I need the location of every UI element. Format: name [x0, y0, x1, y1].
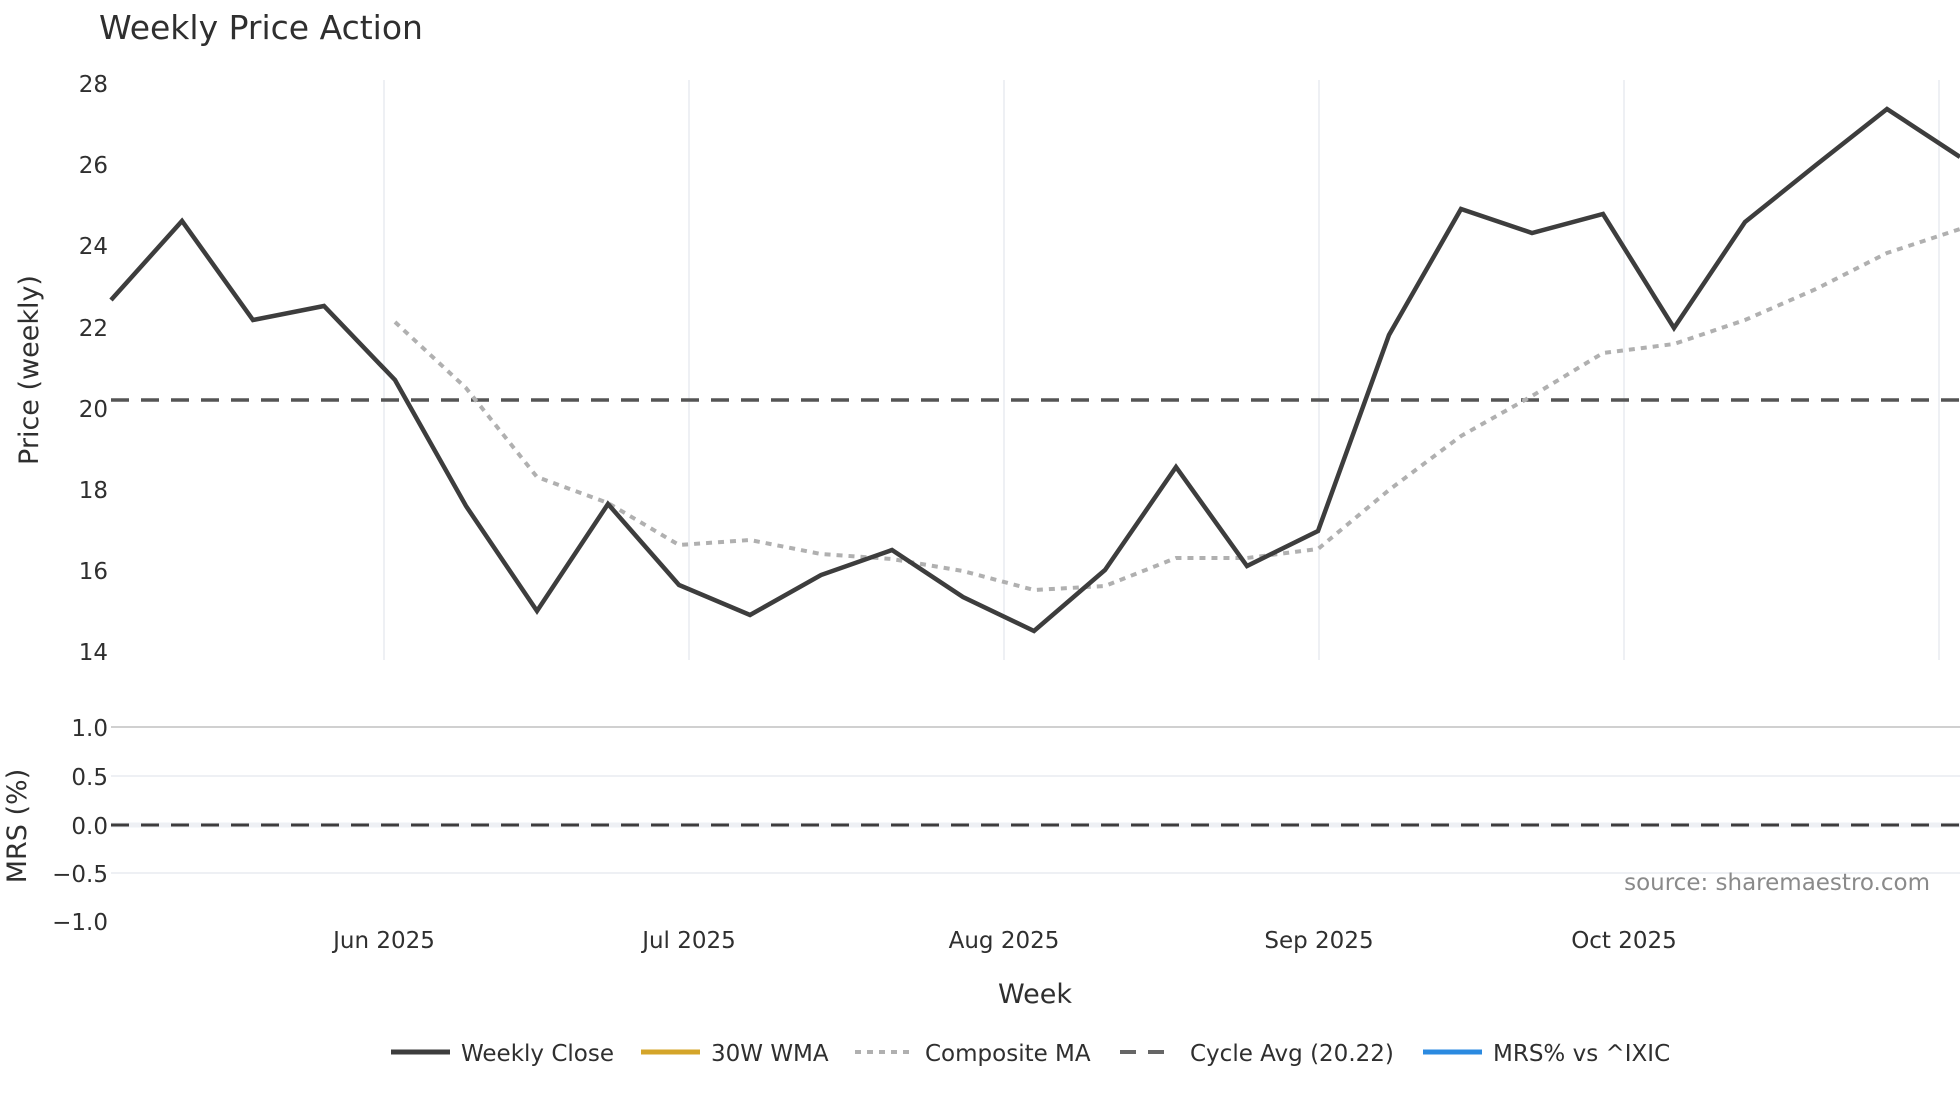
y-tick-18: 18: [79, 478, 108, 504]
mrs-tick-neg1.0: −1.0: [52, 910, 108, 936]
price-y-axis-title: Price (weekly): [14, 275, 45, 465]
legend-item-30w-wma[interactable]: 30W WMA: [641, 1041, 829, 1067]
price-y-ticks: 28 26 24 22 20 18 16 14: [79, 72, 108, 666]
legend: Weekly Close 30W WMA Composite MA Cycle …: [391, 1041, 1670, 1067]
y-tick-22: 22: [79, 316, 108, 342]
mrs-tick-1.0: 1.0: [71, 716, 108, 742]
mrs-y-ticks: 1.0 0.5 0.0 −0.5 −1.0: [52, 716, 108, 936]
composite-ma-line: [393, 227, 1960, 593]
legend-item-mrs[interactable]: MRS% vs ^IXIC: [1423, 1041, 1670, 1067]
source-annotation: source: sharemaestro.com: [1624, 870, 1930, 896]
chart-title: Weekly Price Action: [99, 8, 423, 47]
y-tick-26: 26: [79, 153, 108, 179]
price-vertical-gridlines: [383, 80, 1940, 660]
y-tick-16: 16: [79, 559, 108, 585]
x-tick-sep: Sep 2025: [1264, 928, 1373, 954]
mrs-tick-0.5: 0.5: [71, 765, 108, 791]
x-axis-title: Week: [998, 979, 1072, 1010]
legend-label: Weekly Close: [461, 1041, 614, 1067]
x-tick-jul: Jul 2025: [640, 928, 736, 954]
legend-label: 30W WMA: [711, 1041, 829, 1067]
legend-label: Composite MA: [925, 1041, 1091, 1067]
weekly-close-line: [109, 106, 1960, 634]
x-tick-jun: Jun 2025: [331, 928, 435, 954]
y-tick-20: 20: [79, 397, 108, 423]
legend-item-weekly-close[interactable]: Weekly Close: [391, 1041, 614, 1067]
mrs-tick-neg0.5: −0.5: [52, 862, 108, 888]
mrs-panel: 1.0 0.5 0.0 −0.5 −1.0 MRS (%) source: sh…: [2, 716, 1960, 936]
y-tick-14: 14: [79, 640, 108, 666]
legend-label: MRS% vs ^IXIC: [1493, 1041, 1670, 1067]
mrs-tick-0.0: 0.0: [71, 814, 108, 840]
legend-item-cycle-avg[interactable]: Cycle Avg (20.22): [1120, 1041, 1394, 1067]
x-tick-oct: Oct 2025: [1571, 928, 1677, 954]
legend-item-composite-ma[interactable]: Composite MA: [855, 1041, 1091, 1067]
legend-label: Cycle Avg (20.22): [1190, 1041, 1394, 1067]
mrs-y-axis-title: MRS (%): [2, 769, 33, 884]
y-tick-24: 24: [79, 234, 108, 260]
x-axis-ticks: Jun 2025 Jul 2025 Aug 2025 Sep 2025 Oct …: [331, 928, 1677, 954]
x-tick-aug: Aug 2025: [949, 928, 1060, 954]
y-tick-28: 28: [79, 72, 108, 98]
price-panel: 28 26 24 22 20 18 16 14 Price (weekly): [14, 72, 1960, 666]
